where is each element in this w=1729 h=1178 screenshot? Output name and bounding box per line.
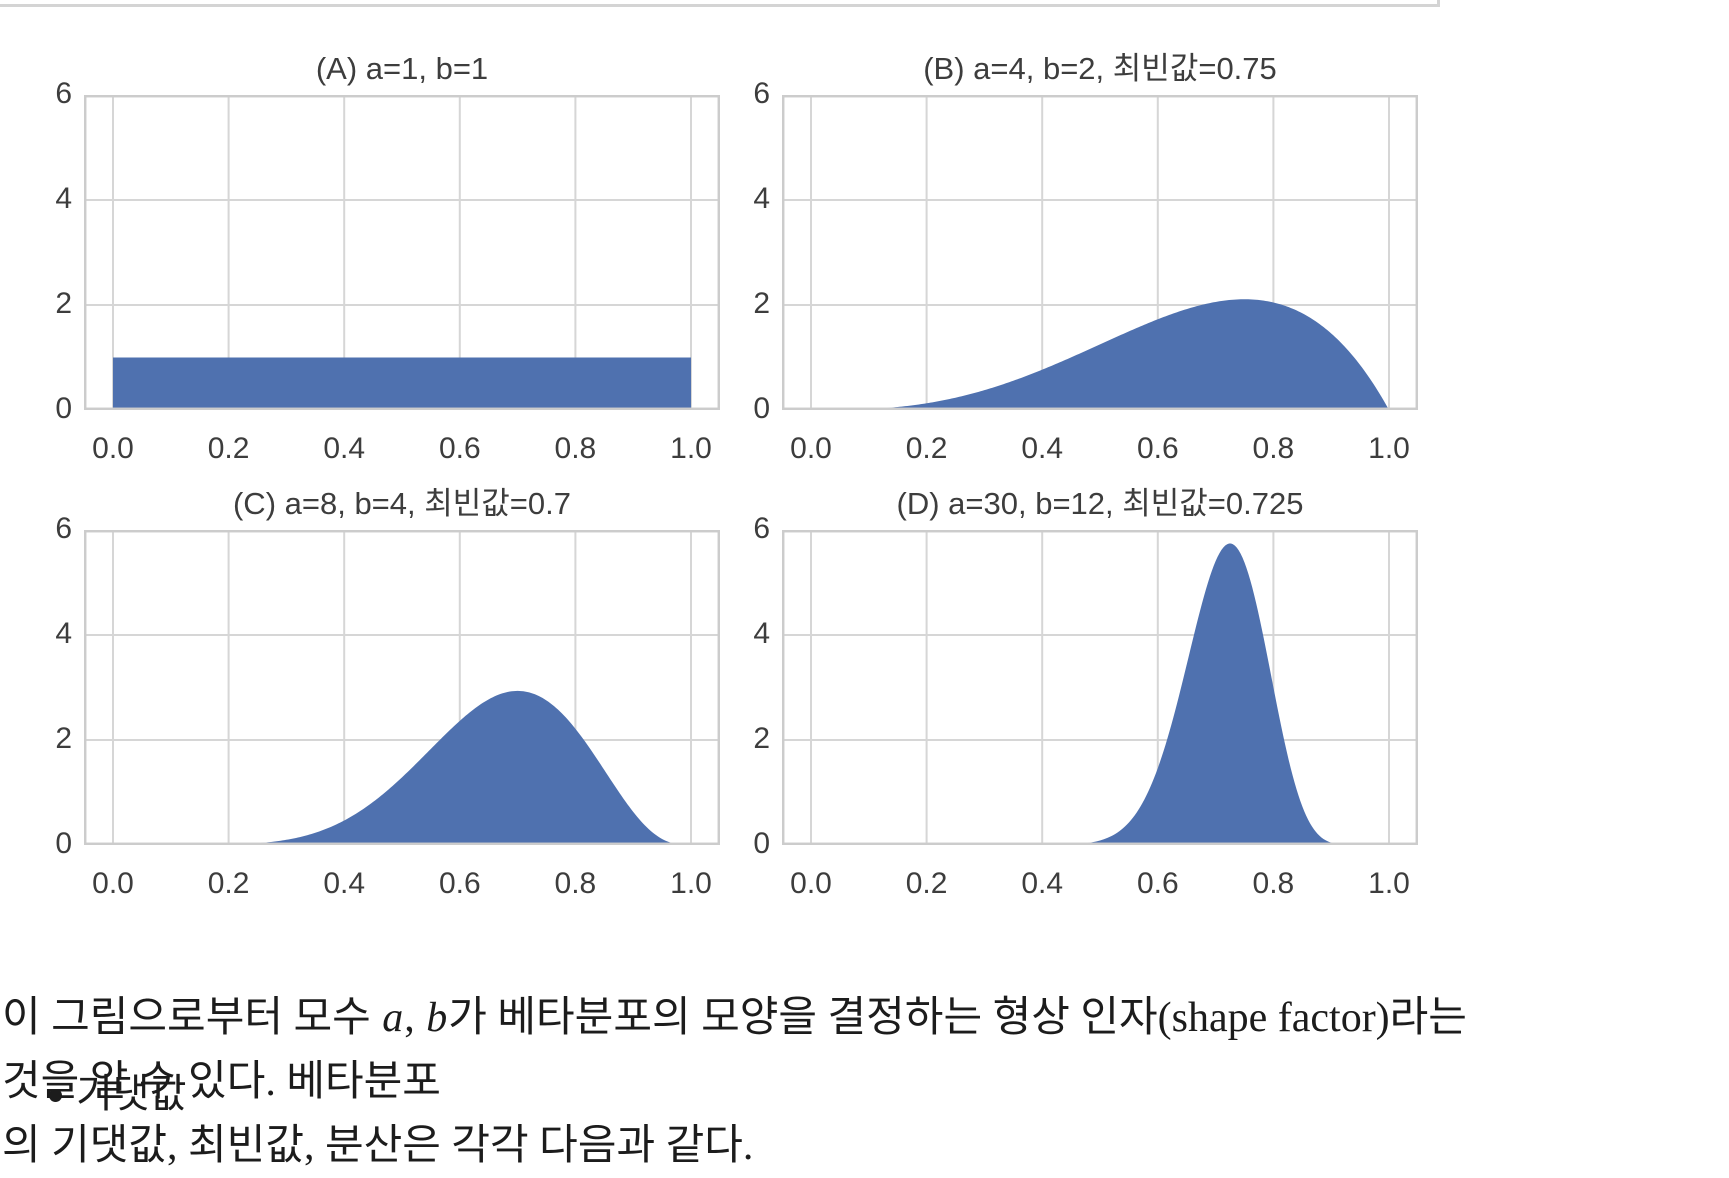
x-tick-label: 0.0 — [92, 867, 134, 900]
x-tick-label: 0.0 — [92, 432, 134, 465]
x-tick-label: 0.0 — [790, 867, 832, 900]
beta-pdf-area-C — [113, 690, 691, 845]
body-paragraph: 이 그림으로부터 모수 a, b가 베타분포의 모양을 결정하는 형상 인자(s… — [2, 986, 1482, 1178]
beta-pdf-area-A — [113, 357, 691, 410]
paragraph-text: , — [404, 995, 426, 1041]
x-tick-label: 0.4 — [323, 432, 366, 465]
y-tick-label: 4 — [753, 617, 770, 650]
chart-title-A: (A) a=1, b=1 — [315, 51, 489, 86]
x-tick-label: 1.0 — [1368, 867, 1410, 900]
chart-title-D: (D) a=30, b=12, 최빈값=0.725 — [896, 486, 1304, 521]
y-tick-label: 0 — [753, 827, 770, 860]
beta-pdf-area-B — [811, 299, 1389, 410]
x-tick-label: 0.2 — [207, 867, 250, 900]
y-tick-label: 4 — [55, 617, 72, 650]
x-tick-label: 1.0 — [1368, 432, 1410, 465]
y-tick-label: 6 — [753, 512, 770, 545]
x-tick-label: 0.4 — [1021, 432, 1064, 465]
var-b: b — [426, 995, 448, 1041]
x-tick-label: 0.4 — [323, 867, 366, 900]
axes-spines — [84, 530, 720, 845]
axes-spines — [782, 95, 1418, 410]
y-tick-label: 6 — [55, 77, 72, 110]
axes-spines — [782, 530, 1418, 845]
beta-distribution-figure: (A) a=1, b=1 0 2 4 6 0.0 0.2 0.4 0.6 0.8 1.0 (B) a=… — [55, 51, 1418, 900]
var-a: a — [382, 995, 404, 1041]
x-tick-label: 0.8 — [554, 432, 597, 465]
x-tick-label: 0.2 — [905, 867, 948, 900]
x-tick-label: 0.8 — [1252, 432, 1295, 465]
axes-spines — [84, 95, 720, 410]
paragraph-text: 이 그림으로부터 모수 — [2, 995, 382, 1041]
x-tick-label: 0.6 — [1136, 432, 1179, 465]
bullet-item-expected-value: 기댓값 — [76, 1071, 187, 1116]
y-tick-label: 6 — [55, 512, 72, 545]
x-tick-label: 0.2 — [905, 432, 948, 465]
plot-area-A — [84, 95, 720, 410]
y-tick-label: 4 — [753, 182, 770, 215]
chart-title-C: (C) a=8, b=4, 최빈값=0.7 — [232, 486, 572, 521]
x-tick-label: 0.6 — [438, 867, 481, 900]
notebook-cell-border — [0, 0, 1440, 7]
y-tick-label: 2 — [55, 287, 72, 320]
y-tick-label: 0 — [55, 392, 72, 425]
beta-pdf-area-D — [811, 543, 1389, 845]
plot-area-D — [782, 530, 1418, 845]
y-tick-label: 2 — [753, 287, 770, 320]
x-tick-label: 0.4 — [1021, 867, 1064, 900]
y-tick-label: 0 — [55, 827, 72, 860]
y-tick-label: 4 — [55, 182, 72, 215]
y-tick-label: 0 — [753, 392, 770, 425]
y-tick-label: 2 — [753, 722, 770, 755]
x-tick-label: 0.8 — [1252, 867, 1295, 900]
y-tick-label: 2 — [55, 722, 72, 755]
x-tick-label: 0.2 — [207, 432, 250, 465]
paragraph-text-line2: 의 기댓값, 최빈값, 분산은 각각 다음과 같다. — [2, 1123, 754, 1169]
y-tick-label: 6 — [753, 77, 770, 110]
paragraph-text: 가 베타분포의 모양을 결정하는 형상 인자(shape factor)라는 것… — [2, 995, 1467, 1105]
x-tick-label: 1.0 — [670, 867, 712, 900]
plot-area-B — [782, 95, 1418, 410]
x-tick-label: 1.0 — [670, 432, 712, 465]
x-tick-label: 0.0 — [790, 432, 832, 465]
x-tick-label: 0.6 — [1136, 867, 1179, 900]
chart-title-B: (B) a=4, b=2, 최빈값=0.75 — [923, 51, 1277, 86]
plot-area-C — [84, 530, 720, 845]
x-tick-label: 0.8 — [554, 867, 597, 900]
bullet-icon — [49, 1089, 62, 1102]
x-tick-label: 0.6 — [438, 432, 481, 465]
